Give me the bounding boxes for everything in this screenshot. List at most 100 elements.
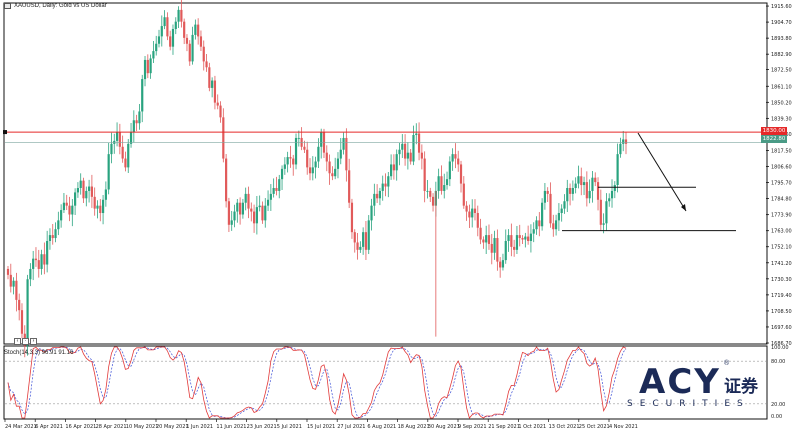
horizontal-line-price-label: 1830.00 [761, 127, 787, 135]
candle-body [320, 132, 323, 147]
candle-body [314, 161, 317, 168]
candle-body [219, 105, 222, 118]
candle-body [197, 24, 200, 37]
candle-body [135, 120, 138, 124]
candle-body [406, 152, 409, 159]
candle-body [350, 202, 354, 233]
candle-body [342, 137, 345, 150]
candle-body [261, 205, 264, 221]
candle-body [233, 211, 236, 221]
stoch-level-label: 80.00 [771, 359, 785, 365]
time-tick-label: 25 Oct 2021 [579, 424, 610, 430]
price-tick-label: 1697.60 [771, 325, 792, 331]
price-tick-label: 1893.80 [771, 36, 792, 42]
candle-body [443, 185, 446, 191]
candle-body [82, 180, 85, 199]
candle-body [398, 149, 401, 155]
price-tick-label: 1806.60 [771, 165, 792, 171]
candle-body [510, 235, 513, 247]
time-tick-label: 4 Nov 2021 [609, 424, 638, 430]
scroll-left-icon[interactable]: ‹ [14, 338, 21, 345]
candle-body [501, 260, 505, 268]
stoch-signal-line [7, 346, 627, 419]
candle-body [415, 133, 418, 136]
candle-body [9, 274, 12, 287]
candle-body [493, 238, 496, 253]
price-tick-label: 1839.30 [771, 116, 792, 122]
candle-body [596, 182, 600, 200]
candle-body [236, 202, 239, 212]
price-tick-label: 1795.70 [771, 181, 792, 187]
candle-body [185, 37, 189, 44]
candle-body [532, 229, 535, 234]
candle-body [283, 164, 286, 169]
candle-body [308, 167, 312, 174]
candle-body [541, 202, 544, 227]
candle-body [258, 205, 261, 208]
candle-body [476, 213, 479, 228]
candle-body [269, 193, 272, 200]
candle-body [378, 190, 382, 199]
candle-body [188, 43, 191, 62]
candle-body [370, 205, 373, 221]
candle-body [46, 240, 49, 265]
time-tick-label: 1 Jun 2021 [186, 424, 213, 430]
line-handle-left[interactable] [3, 130, 7, 135]
candle-body [286, 157, 289, 165]
candle-body [429, 190, 432, 197]
price-tick-label: 1686.70 [771, 341, 792, 347]
scroll-right-icon[interactable]: › [30, 338, 37, 345]
time-tick-label: 6 Aug 2021 [367, 424, 396, 430]
candle-body [445, 179, 449, 186]
candle-body [169, 36, 172, 47]
candle-body [18, 299, 21, 311]
candle-body [87, 186, 91, 191]
candle-body [289, 157, 292, 159]
candle-body [451, 154, 454, 162]
candle-body [381, 183, 384, 191]
candle-body [93, 196, 96, 209]
candle-body [454, 154, 457, 159]
candle-body [171, 29, 175, 47]
candle-body [437, 176, 440, 191]
candle-body [376, 193, 379, 199]
candle-body [602, 223, 605, 225]
candle-body [160, 26, 163, 37]
candle-body [101, 199, 105, 214]
time-tick-label: 23 Jun 2021 [247, 424, 277, 430]
candle-body [585, 182, 588, 199]
logo-registered: ® [724, 360, 730, 367]
candle-body [183, 21, 186, 38]
candle-body [247, 193, 250, 209]
price-tick-label: 1752.10 [771, 245, 792, 251]
candle-body [138, 111, 141, 124]
candle-body [280, 168, 284, 180]
candle-body [557, 213, 560, 221]
candle-body [373, 193, 376, 206]
time-tick-label: 21 Sep 2021 [488, 424, 520, 430]
candle-body [619, 143, 622, 155]
scroll-controls[interactable]: ‹ · › [14, 338, 37, 345]
candle-body [560, 208, 563, 214]
candle-body [552, 223, 555, 230]
candle-body [485, 235, 488, 243]
candle-body [129, 132, 133, 144]
price-tick-label: 1882.90 [771, 52, 792, 58]
time-tick-label: 27 Jul 2021 [337, 424, 365, 430]
chart-window-icon [4, 3, 11, 9]
candle-body [297, 137, 300, 139]
candle-body [252, 211, 256, 224]
candle-body [6, 268, 10, 275]
candle-body [34, 258, 38, 261]
stoch-level-label: 100.00 [771, 345, 789, 351]
down-arrow-line[interactable] [637, 132, 687, 212]
candle-body [76, 187, 80, 193]
candle-body [339, 149, 342, 159]
candle-body [12, 280, 15, 287]
candle-body [521, 238, 524, 240]
scroll-mid-icon[interactable]: · [22, 338, 29, 345]
time-tick-label: 11 Jun 2021 [216, 424, 246, 430]
candle-body [118, 132, 121, 147]
candle-body [479, 227, 482, 240]
